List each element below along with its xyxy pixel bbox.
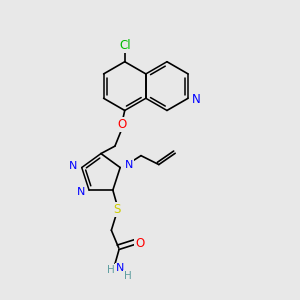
Text: N: N (192, 93, 201, 106)
Text: H: H (107, 265, 115, 275)
Text: O: O (135, 236, 144, 250)
Text: O: O (118, 118, 127, 131)
Text: N: N (76, 187, 85, 196)
Text: N: N (116, 263, 124, 273)
Text: S: S (114, 203, 121, 216)
Text: Cl: Cl (119, 39, 130, 52)
Text: N: N (125, 160, 133, 170)
Text: H: H (124, 271, 132, 281)
Text: N: N (69, 161, 78, 171)
